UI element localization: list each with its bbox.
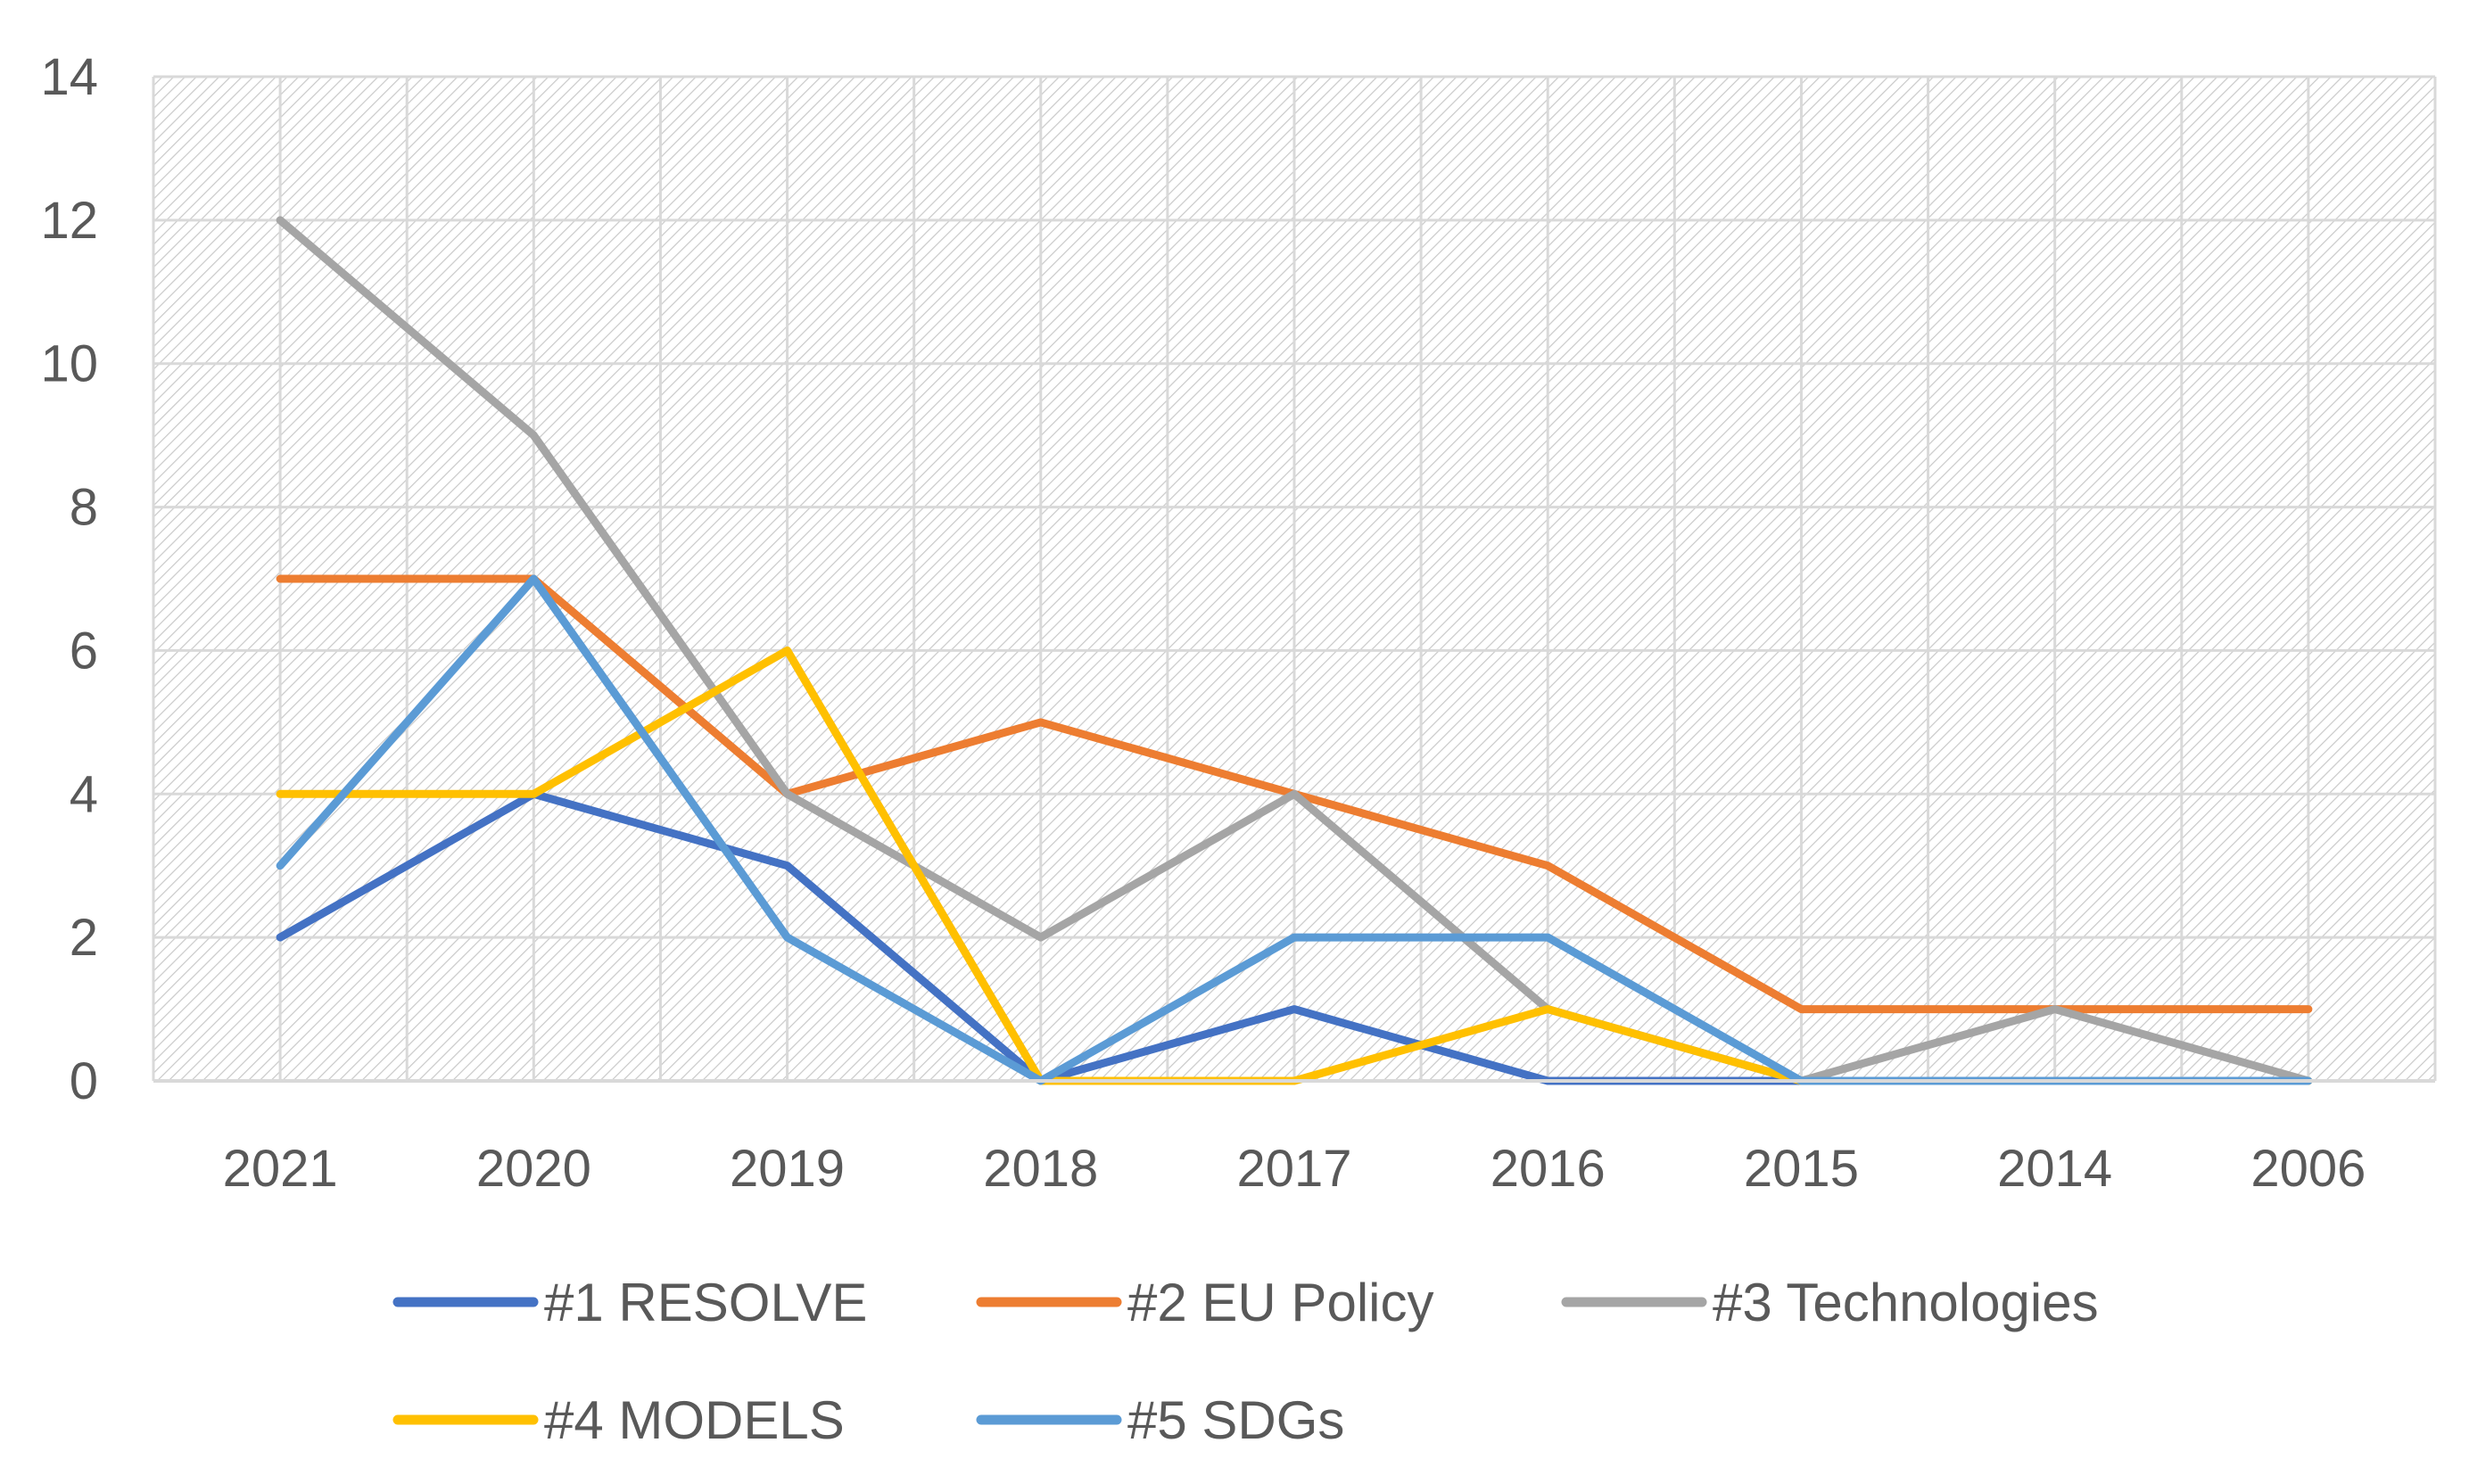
legend-label-5: #5 SDGs [1127, 1390, 1344, 1450]
series-line-3 [276, 216, 2313, 1085]
y-tick-label: 8 [70, 479, 98, 537]
x-tick-label: 2015 [1744, 1140, 1859, 1198]
x-tick-label: 2019 [730, 1140, 845, 1198]
legend-label-4: #4 MODELS [544, 1390, 845, 1450]
x-tick-label: 2021 [223, 1140, 338, 1198]
legend: #1 RESOLVE #2 EU Policy #3 Technologies #4 … [392, 1273, 2099, 1450]
legend-label-2: #2 EU Policy [1127, 1273, 1433, 1332]
legend-label-3: #3 Technologies [1713, 1273, 2099, 1332]
x-tick-label: 2020 [476, 1140, 591, 1198]
y-tick-label: 6 [70, 622, 98, 680]
x-axis: 2021 2020 2019 2018 2017 2016 2015 2014 2006 [153, 1079, 2435, 1198]
x-tick-label: 2018 [983, 1140, 1098, 1198]
x-tick-label: 2016 [1490, 1140, 1606, 1198]
x-tick-label: 2014 [1997, 1140, 2112, 1198]
y-axis: 0 2 4 6 8 10 12 14 [40, 48, 98, 1110]
y-tick-label: 2 [70, 909, 98, 967]
y-tick-label: 4 [70, 765, 98, 823]
legend-label-1: #1 RESOLVE [544, 1273, 867, 1332]
y-tick-label: 14 [40, 48, 98, 106]
y-tick-label: 12 [40, 192, 98, 250]
x-tick-label: 2006 [2250, 1140, 2366, 1198]
y-tick-label: 0 [70, 1052, 98, 1110]
x-tick-label: 2017 [1236, 1140, 1351, 1198]
y-tick-label: 10 [40, 335, 98, 393]
